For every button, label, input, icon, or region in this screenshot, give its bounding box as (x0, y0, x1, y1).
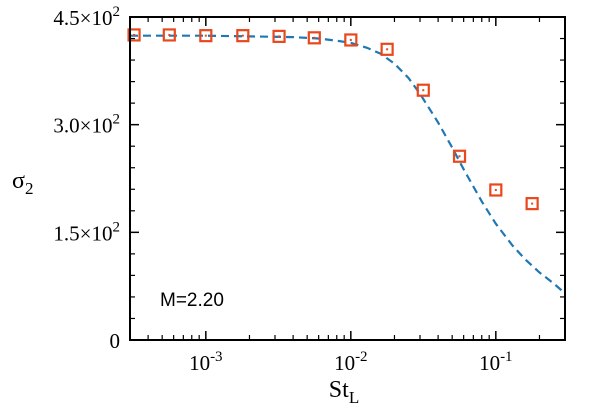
data-point (489, 183, 503, 197)
data-point (416, 83, 430, 97)
annotation-label: M=2.20 (160, 290, 224, 311)
x-tick-label: 10-3 (189, 349, 223, 375)
data-point (525, 197, 539, 211)
fit-curve-line (130, 34, 566, 295)
x-axis-label: StL (329, 377, 359, 407)
plot-frame (129, 16, 566, 341)
x-tick-label: 10-1 (479, 349, 512, 375)
data-point (307, 31, 321, 45)
data-point (452, 149, 467, 163)
y-tick-label: 4.5×102 (53, 4, 120, 30)
data-point (344, 33, 358, 47)
data-point (127, 28, 141, 42)
y-tick-label: 1.5×102 (53, 219, 120, 245)
data-point (272, 29, 286, 43)
data-point (236, 29, 250, 43)
data-point (380, 42, 394, 56)
data-point (162, 28, 176, 42)
data-point (199, 29, 213, 43)
x-tick-label: 10-2 (334, 349, 368, 375)
y-axis-label: σ2 (12, 168, 33, 198)
y-tick-label: 3.0×102 (53, 112, 120, 138)
y-tick-label: 0 (110, 329, 121, 353)
